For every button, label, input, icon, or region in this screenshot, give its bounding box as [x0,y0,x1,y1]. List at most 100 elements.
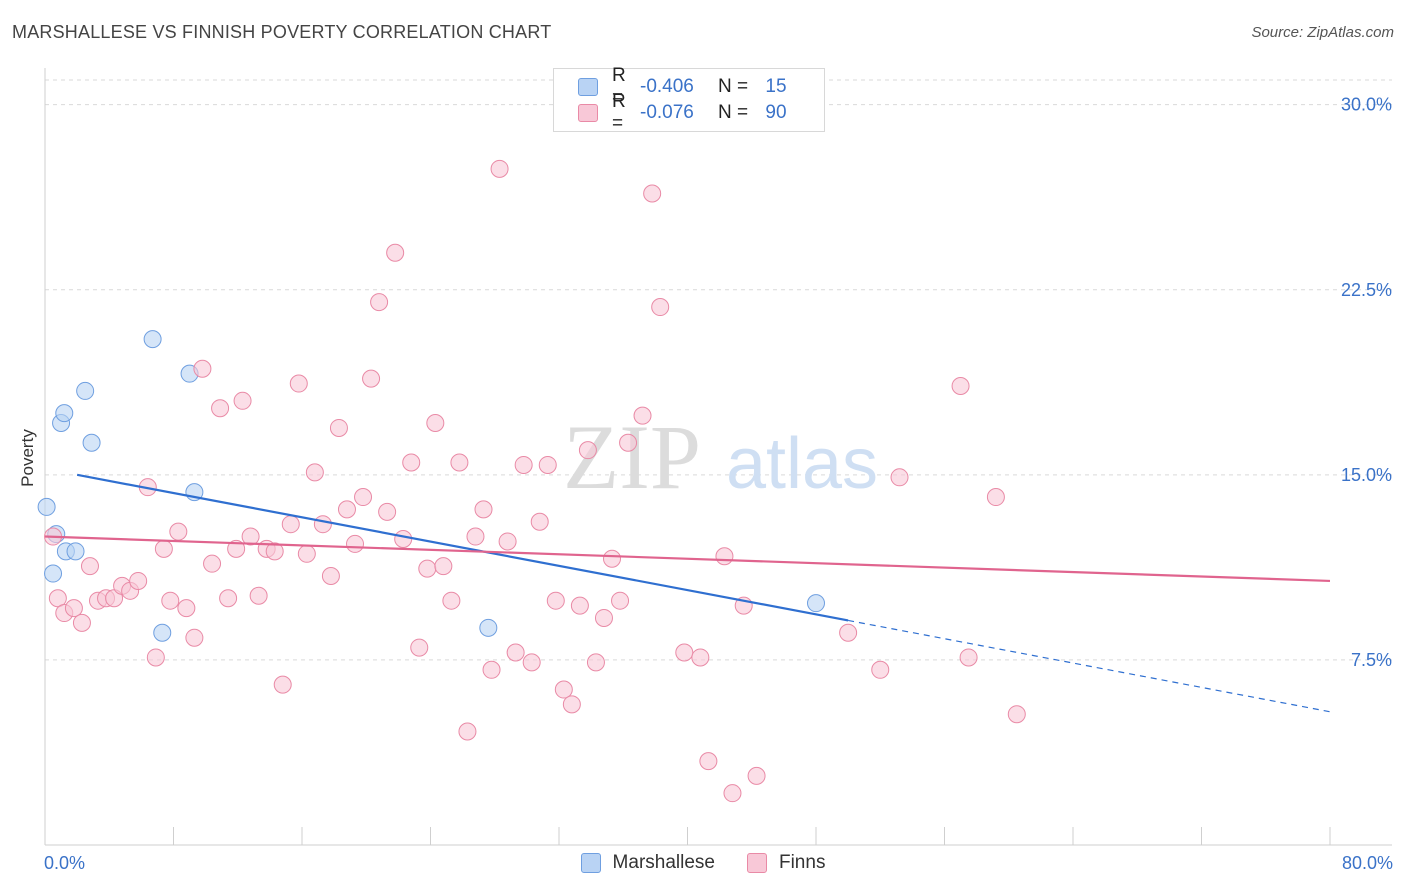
legend-r-label: R = [612,91,626,134]
point-finns [699,752,718,771]
point-finns [305,463,324,482]
point-finns [594,608,613,627]
point-finns [72,613,91,632]
point-marshallese [66,542,85,561]
point-finns [723,784,742,803]
point-finns [154,539,173,558]
legend-swatch-marshallese [580,853,601,873]
point-finns [619,433,638,452]
point-finns [80,557,99,576]
trend-line-marshallese-extension [848,619,1331,713]
point-finns [651,298,670,317]
point-finns [378,502,397,521]
watermark: ZIP atlas [563,406,878,508]
legend-swatch-finns [578,104,598,122]
point-finns [1007,705,1026,724]
point-marshallese [153,623,172,642]
point-finns [434,557,453,576]
y-tick-label: 22.5% [1341,280,1392,300]
legend-label-marshallese: Marshallese [612,852,715,873]
point-finns [562,695,581,714]
point-finns [643,184,662,203]
legend-n-value: 90 [765,102,787,123]
point-finns [959,648,978,667]
legend-swatch-marshallese [578,78,598,96]
legend-swatch-finns [746,853,767,873]
point-finns [570,596,589,615]
point-finns [227,539,246,558]
legend-item-marshallese[interactable]: Marshallese [580,852,715,874]
chart-title: MARSHALLESE VS FINNISH POVERTY CORRELATI… [12,22,552,42]
legend-r-label: R = [612,65,626,108]
point-finns [146,648,165,667]
point-finns [498,532,517,551]
tick-labels: 7.5% 15.0% 22.5% 30.0% 0.0% 80.0% [44,95,1393,873]
point-finns [265,542,284,561]
point-finns [129,571,148,590]
point-finns [219,589,238,608]
y-tick-label: 30.0% [1341,95,1392,115]
point-finns [633,406,652,425]
point-finns [530,512,549,531]
trend-line-marshallese [76,473,849,622]
point-finns [161,591,180,610]
legend-item-finns[interactable]: Finns [746,852,826,874]
point-finns [418,559,437,578]
point-marshallese [82,433,101,452]
point-finns [233,391,252,410]
point-finns [394,530,413,548]
point-finns [203,554,222,573]
trend-line-finns [44,535,1331,583]
point-finns [474,500,493,519]
legend-r-value: -0.076 [640,102,694,123]
point-finns [177,599,196,618]
correlation-legend: R = -0.406 N = 15 R = -0.076 N = 90 [553,65,825,134]
legend-label-finns: Finns [778,852,826,873]
point-finns [48,589,67,608]
point-finns [747,766,766,785]
point-finns [839,623,858,642]
point-finns [211,399,230,418]
source-credit: Source: ZipAtlas.com [1251,24,1394,41]
point-finns [603,549,622,568]
point-finns [426,414,445,433]
point-marshallese [55,404,74,423]
axes [44,68,1392,846]
point-finns [890,468,909,487]
point-marshallese [37,497,56,516]
point-finns [450,453,469,472]
watermark-atlas: atlas [726,424,878,504]
point-finns [346,534,365,553]
point-finns [466,527,485,546]
x-tick-label-min: 0.0% [44,853,85,873]
point-finns [169,522,188,541]
legend-n-label: N = [718,76,749,97]
point-finns [281,515,300,534]
point-finns [313,515,332,534]
point-marshallese [479,618,498,637]
point-marshallese [44,564,63,583]
point-finns [951,377,970,395]
point-finns [402,453,421,472]
point-finns [538,455,557,474]
point-finns [514,455,533,474]
point-finns [354,488,373,507]
point-finns [370,293,389,312]
point-finns [675,643,694,662]
grid-lines [45,79,1392,661]
point-finns [289,374,308,393]
point-finns [241,527,260,546]
point-finns [586,653,605,672]
legend-row-finns: R = -0.076 N = 90 [578,91,796,134]
point-finns [386,243,405,262]
point-finns [871,660,890,679]
y-tick-label: 7.5% [1351,650,1392,670]
point-finns [578,441,597,460]
point-finns [321,567,340,586]
point-finns [490,159,509,178]
legend-row-marshallese: R = -0.406 N = 15 [578,65,796,108]
point-finns [362,369,381,388]
x-tick-label-max: 80.0% [1342,853,1393,873]
point-finns [554,680,573,699]
